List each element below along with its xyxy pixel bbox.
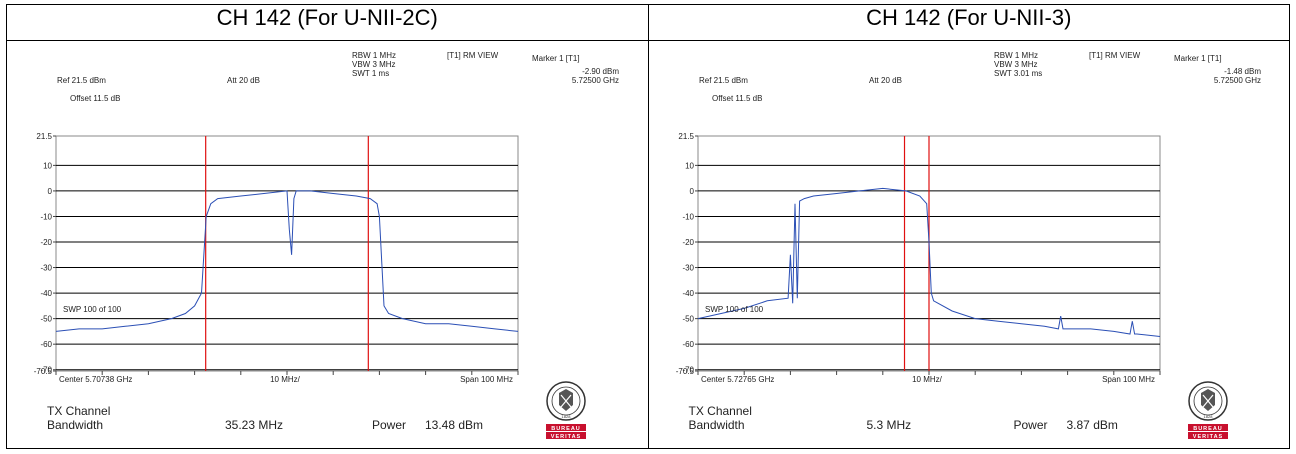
y-tick-label: -70.5 [34, 367, 53, 376]
y-tick-label: -30 [40, 264, 52, 273]
layout-table: CH 142 (For U-NII-2C) CH 142 (For U-NII-… [6, 4, 1290, 449]
y-tick-labels: 21.5 10 0 -10 -20 -30 -40 -50 -60 -70-70.5 [675, 132, 698, 376]
tx-channel-label: TX Channel [688, 404, 752, 418]
y-tick-label: -30 [682, 264, 694, 273]
ref-level-text: Ref 21.5 dBm [699, 76, 748, 85]
y-tick-label: -60 [40, 340, 52, 349]
marker-freq: 5.72500 GHz [1213, 76, 1260, 85]
view-text: [T1] RM VIEW [1089, 51, 1141, 60]
trace-line [697, 187, 1160, 337]
y-tick-label: 21.5 [678, 132, 694, 141]
offset-text: Offset 11.5 dB [70, 94, 120, 103]
bandwidth-label: Bandwidth [688, 418, 745, 432]
bandwidth-value: 5.3 MHz [866, 418, 912, 432]
power-label: Power [372, 418, 407, 432]
svg-text:BUREAU: BUREAU [551, 426, 581, 432]
marker-lines [205, 136, 369, 371]
y-tick-label: 10 [685, 161, 694, 170]
svg-text:VERITAS: VERITAS [1192, 434, 1222, 440]
svg-text:1828: 1828 [562, 414, 572, 419]
vbw-text: VBW 3 MHz [352, 60, 396, 69]
y-tick-label: -70 [40, 366, 52, 375]
x-tick-marks [697, 371, 1160, 375]
division-label: 10 MHz/ [270, 375, 301, 384]
rbw-text: RBW 1 MHz [352, 51, 396, 60]
marker-lines [903, 136, 930, 371]
power-value: 3.87 dBm [1066, 418, 1118, 432]
marker-label: Marker 1 [T1] [1174, 54, 1222, 63]
sweep-count: SWP 100 of 100 [63, 305, 122, 314]
y-tick-label: -50 [682, 315, 694, 324]
y-tick-label: 0 [48, 187, 53, 196]
panel-cell-2: RBW 1 MHz VBW 3 MHz SWT 3.01 ms [T1] RM … [647, 40, 1290, 449]
rbw-text: RBW 1 MHz [994, 51, 1038, 60]
power-label: Power [1013, 418, 1048, 432]
bandwidth-value: 35.23 MHz [225, 418, 284, 432]
panel-cell-1: RBW 1 MHz VBW 3 MHz SWT 1 ms [T1] RM VIE… [6, 40, 649, 449]
y-tick-label: -70.5 [675, 367, 694, 376]
marker-level: -2.90 dBm [582, 67, 619, 76]
bureau-veritas-logo: 1828 BUREAU VERITAS [1187, 381, 1228, 440]
marker-level: -1.48 dBm [1224, 67, 1261, 76]
center-freq: Center 5.72765 GHz [701, 375, 774, 384]
spectrum-panel-2: RBW 1 MHz VBW 3 MHz SWT 3.01 ms [T1] RM … [649, 41, 1290, 448]
svg-text:VERITAS: VERITAS [551, 434, 581, 440]
sweep-count: SWP 100 of 100 [705, 305, 764, 314]
ref-level-text: Ref 21.5 dBm [57, 76, 106, 85]
vbw-text: VBW 3 MHz [994, 60, 1038, 69]
y-tick-label: -50 [40, 315, 52, 324]
svg-text:BUREAU: BUREAU [1193, 426, 1223, 432]
y-tick-label: -60 [682, 340, 694, 349]
y-tick-label: -10 [40, 212, 52, 221]
marker-label: Marker 1 [T1] [532, 54, 580, 63]
swt-text: SWT 3.01 ms [994, 69, 1042, 78]
swt-text: SWT 1 ms [352, 69, 389, 78]
y-tick-label: -40 [682, 289, 694, 298]
panel-title-2: CH 142 (For U-NII-3) [647, 4, 1290, 41]
spectrum-panel-1: RBW 1 MHz VBW 3 MHz SWT 1 ms [T1] RM VIE… [7, 41, 648, 448]
span-label: Span 100 MHz [460, 375, 513, 384]
bureau-veritas-logo: 1828 BUREAU VERITAS [546, 381, 586, 440]
power-value: 13.48 dBm [425, 418, 484, 432]
y-tick-label: -40 [40, 289, 52, 298]
y-tick-label: -70 [682, 366, 694, 375]
y-tick-label: 0 [689, 187, 694, 196]
svg-text:1828: 1828 [1203, 414, 1213, 419]
panel-title-1: CH 142 (For U-NII-2C) [6, 4, 649, 41]
y-tick-label: -10 [682, 212, 694, 221]
plot-grid [55, 135, 519, 372]
plot-frame [55, 135, 519, 372]
offset-text: Offset 11.5 dB [712, 94, 762, 103]
trace-line [55, 190, 519, 332]
y-tick-label: -20 [682, 238, 694, 247]
spectrum-plot: RBW 1 MHz VBW 3 MHz SWT 1 ms [T1] RM VIE… [34, 51, 620, 384]
division-label: 10 MHz/ [912, 375, 943, 384]
span-label: Span 100 MHz [1102, 375, 1155, 384]
view-text: [T1] RM VIEW [447, 51, 499, 60]
att-text: Att 20 dB [869, 76, 902, 85]
marker-freq: 5.72500 GHz [572, 76, 619, 85]
att-text: Att 20 dB [227, 76, 260, 85]
y-tick-label: 21.5 [36, 132, 52, 141]
bandwidth-label: Bandwidth [47, 418, 104, 432]
y-tick-label: 10 [43, 161, 52, 170]
tx-channel-label: TX Channel [47, 404, 111, 418]
center-freq: Center 5.70738 GHz [59, 375, 132, 384]
y-tick-labels: 21.5 10 0 -10 -20 -30 -40 -50 -60 -70-70.5 [34, 132, 56, 376]
spectrum-plot: RBW 1 MHz VBW 3 MHz SWT 3.01 ms [T1] RM … [675, 51, 1261, 384]
y-tick-label: -20 [40, 238, 52, 247]
x-tick-marks [55, 371, 519, 375]
